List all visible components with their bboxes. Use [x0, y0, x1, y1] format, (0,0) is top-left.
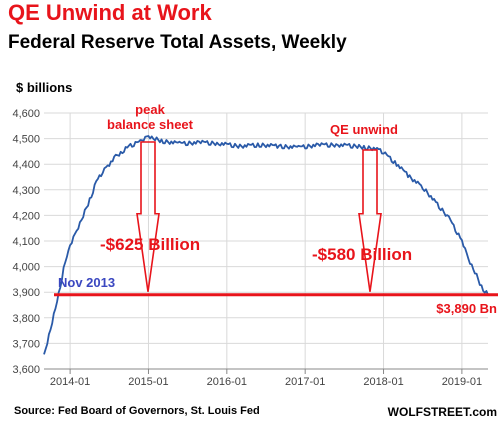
unwind-label: QE unwind: [330, 122, 398, 137]
x-tick-label: 2018-01: [363, 376, 403, 388]
end-value-label: $3,890 Bn: [436, 301, 497, 316]
y-tick-label: 3,800: [12, 313, 40, 325]
y-tick-label: 4,400: [12, 159, 40, 171]
x-tick-label: 2017-01: [285, 376, 325, 388]
chart-title: QE Unwind at Work: [8, 0, 212, 25]
series-lines: [43, 135, 489, 355]
series-line-0: [43, 135, 489, 355]
unwind-decline-arrow: [358, 149, 382, 292]
y-axis-ticks: 3,600 3,700 3,800 3,900 4,000 4,100 4,200 4,300…: [12, 108, 40, 376]
y-tick-label: 4,200: [12, 210, 40, 222]
x-tick-label: 2014-01: [50, 376, 90, 388]
y-tick-label: 4,600: [12, 108, 40, 120]
y-tick-label: 3,600: [12, 364, 40, 376]
decline-label-1: -$625 Billion: [100, 235, 200, 254]
x-tick-label: 2016-01: [207, 376, 247, 388]
peak-decline-arrow: [136, 141, 160, 292]
y-tick-label: 4,300: [12, 185, 40, 197]
y-tick-label: 4,000: [12, 262, 40, 274]
y-axis-label: $ billions: [16, 80, 73, 95]
y-tick-label: 3,700: [12, 338, 40, 350]
x-tick-label: 2015-01: [128, 376, 168, 388]
peak-label: balance sheet: [107, 117, 194, 132]
chart-subtitle: Federal Reserve Total Assets, Weekly: [8, 32, 347, 53]
x-axis-ticks: 2014-01 2015-01 2016-01 2017-01 2018-01 2019-…: [44, 368, 488, 388]
brand-label: WOLFSTREET.com: [387, 405, 497, 419]
y-tick-label: 3,900: [12, 287, 40, 299]
decline-label-2: -$580 Billion: [312, 245, 412, 264]
peak-label: peak: [135, 102, 165, 117]
start-label: Nov 2013: [58, 275, 115, 290]
y-tick-label: 4,500: [12, 134, 40, 146]
source-note: Source: Fed Board of Governors, St. Loui…: [14, 405, 260, 417]
y-tick-label: 4,100: [12, 236, 40, 248]
x-tick-label: 2019-01: [442, 376, 482, 388]
